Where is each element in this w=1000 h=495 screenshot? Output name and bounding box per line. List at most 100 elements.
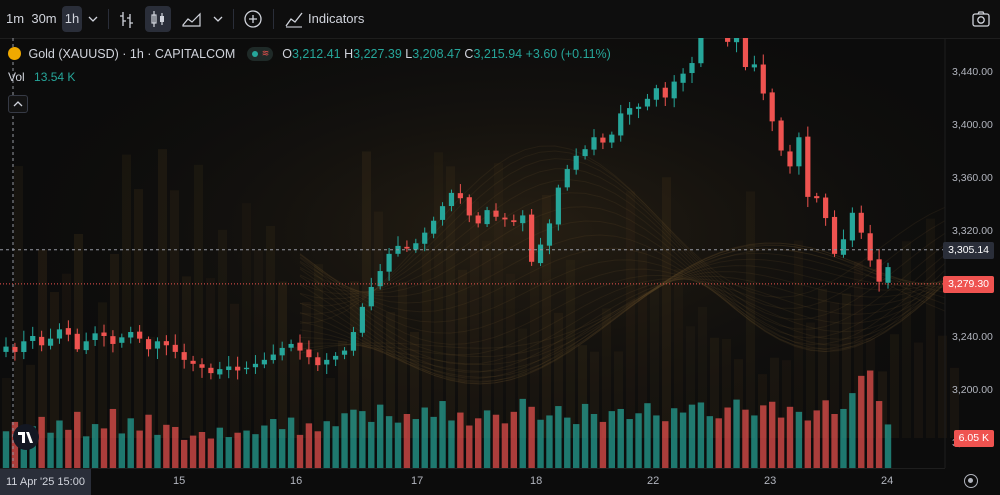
- background-bar: [350, 281, 359, 438]
- settings-gear-icon[interactable]: [964, 474, 978, 488]
- volume-bar: [118, 433, 126, 468]
- ohlc-open: 3,212.41: [291, 47, 341, 61]
- candle-body: [252, 363, 259, 368]
- volume-bar: [537, 419, 544, 468]
- background-bar: [782, 360, 791, 438]
- chart-style-chevron-down-icon[interactable]: [210, 6, 226, 32]
- background-bar: [854, 261, 863, 438]
- interval-1m-button[interactable]: 1m: [5, 11, 25, 26]
- candle-body: [137, 331, 143, 339]
- candle-body: [858, 212, 864, 233]
- background-wave: [299, 150, 946, 315]
- background-wave: [299, 158, 946, 321]
- x-axis[interactable]: 11 Apr '25 15:00 15 16 17 18 22 23 24: [0, 468, 945, 495]
- background-wave: [299, 242, 946, 366]
- volume-bar: [368, 421, 375, 468]
- background-wave: [299, 247, 946, 350]
- volume-bar: [688, 404, 696, 468]
- candle-body: [404, 246, 410, 249]
- candle-body: [341, 350, 348, 355]
- volume-bar: [795, 411, 803, 468]
- candle-body: [47, 338, 54, 346]
- candle-body: [413, 243, 419, 250]
- candle-body: [439, 206, 446, 220]
- volume-bar: [457, 412, 464, 468]
- indicators-button[interactable]: Indicators: [308, 11, 365, 26]
- volume-bar: [768, 401, 776, 468]
- volume-bar: [519, 398, 526, 468]
- collapse-legend-button[interactable]: [8, 95, 28, 113]
- background-wave: [299, 258, 946, 385]
- price-chart[interactable]: 3,160.003,200.003,240.003,280.003,320.00…: [0, 38, 1000, 468]
- background-bar: [110, 253, 119, 438]
- background-bar: [914, 342, 923, 438]
- candle-body: [226, 366, 232, 371]
- background-wave: [299, 206, 946, 350]
- volume-bar: [421, 407, 428, 468]
- volume-bar: [109, 408, 117, 468]
- volume-bar: [501, 423, 509, 468]
- background-bar: [710, 337, 719, 438]
- background-bar: [326, 377, 335, 438]
- volume-bar: [875, 401, 883, 468]
- candle-body: [422, 232, 428, 244]
- candle-body: [377, 271, 383, 287]
- background-waves: [299, 145, 946, 385]
- candle-body: [350, 332, 357, 351]
- volume-bar: [439, 401, 446, 468]
- volume-bar: [564, 417, 571, 468]
- camera-icon[interactable]: [968, 6, 994, 32]
- volume-label[interactable]: Vol: [8, 70, 25, 84]
- candle-body: [448, 192, 455, 207]
- volume-bar: [100, 428, 108, 468]
- background-bar: [254, 250, 263, 438]
- volume-bar: [252, 434, 259, 468]
- background-bar: [650, 284, 659, 438]
- background-wave: [299, 247, 946, 382]
- background-bar: [134, 189, 143, 438]
- background-bar: [506, 273, 515, 438]
- background-bar: [614, 351, 623, 438]
- background-bar: [938, 335, 947, 438]
- crosshair-price-label: 3,305.14: [943, 241, 994, 259]
- ohlc-close-key: C: [464, 47, 474, 61]
- volume-bar: [474, 418, 482, 468]
- ohlc-open-key: O: [282, 47, 292, 61]
- market-status-icon[interactable]: ≋: [246, 47, 273, 61]
- background-bar: [374, 211, 383, 438]
- candle-body: [484, 210, 490, 225]
- candle-body: [600, 137, 606, 143]
- background-wave: [299, 244, 946, 358]
- background-bar: [602, 308, 611, 438]
- top-toolbar: 1m 30m 1h Indicators: [0, 0, 1000, 39]
- volume-price-label: 6.05 K: [953, 430, 994, 447]
- background-bar: [830, 302, 839, 438]
- volume-bar: [394, 422, 402, 468]
- candle-body: [564, 169, 570, 188]
- background-bar: [122, 154, 131, 438]
- compare-add-icon[interactable]: [241, 6, 265, 32]
- candle-body: [796, 137, 802, 167]
- candle-body: [163, 341, 169, 346]
- interval-1h-button[interactable]: 1h: [62, 6, 82, 32]
- candle-body: [653, 88, 659, 100]
- symbol-legend: Gold (XAUUSD) · 1h · CAPITALCOM ≋ O3,212…: [8, 47, 611, 67]
- volume-bar: [2, 431, 10, 468]
- volume-bar: [127, 418, 134, 468]
- volume-bar: [11, 421, 19, 468]
- candle-body: [306, 349, 312, 358]
- volume-bar: [74, 411, 81, 468]
- indicators-icon[interactable]: [282, 6, 306, 32]
- background-bar: [722, 338, 731, 438]
- volume-bar: [492, 414, 500, 468]
- interval-30m-button[interactable]: 30m: [31, 11, 57, 26]
- symbol-title[interactable]: Gold (XAUUSD) · 1h · CAPITALCOM: [28, 47, 236, 61]
- area-style-icon[interactable]: [179, 6, 205, 32]
- volume-bars: [2, 370, 892, 468]
- candles-style-icon[interactable]: [145, 6, 171, 32]
- bar-style-icon[interactable]: [116, 6, 138, 32]
- volume-bar: [760, 405, 767, 468]
- background-bar: [734, 359, 743, 438]
- volume-bar: [617, 408, 624, 468]
- interval-dropdown-chevron-down-icon[interactable]: [85, 6, 101, 32]
